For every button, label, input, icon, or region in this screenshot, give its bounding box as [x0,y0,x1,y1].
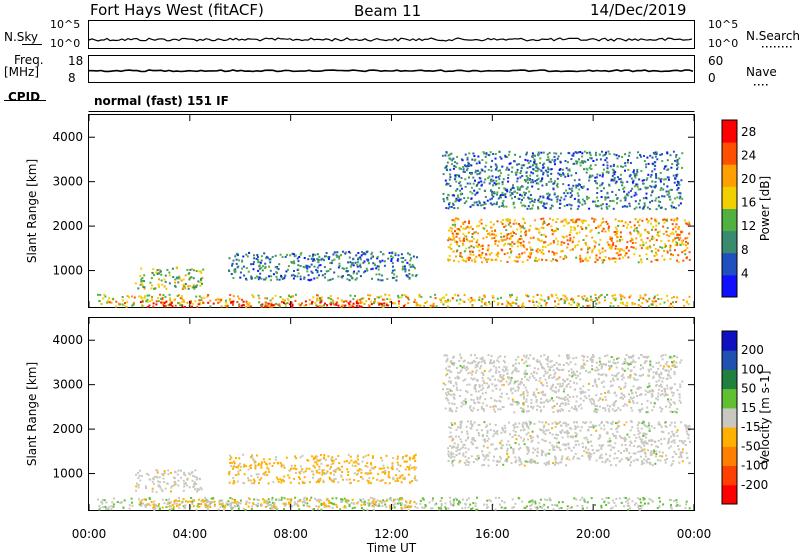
colorbar-label: Power [dB] [758,176,772,241]
nsearch-label: N.Search [746,29,800,43]
x-tick-label: 16:00 [475,527,510,541]
nave-dots [754,84,768,86]
colorbar-segment [722,142,737,165]
colorbar-segment [722,274,737,298]
x-tick-label: 04:00 [173,527,208,541]
data-region [441,150,684,211]
colorbar-tick-label: -200 [741,478,768,492]
cpid-text: normal (fast) 151 IF [94,94,229,108]
y-tick-label: 3000 [52,175,83,189]
freq-trace [88,69,694,73]
colorbar-tick-label: 4 [741,266,749,280]
colorbar-segment [722,388,737,409]
colorbar-tick-label: 20 [741,172,756,186]
date-label: 14/Dec/2019 [590,1,687,19]
y-tick-label: 4000 [52,130,83,144]
freq-tick-high: 18 [68,54,84,68]
freq-unit: [MHz] [4,65,40,79]
freq-tick-low: 8 [68,71,76,85]
colorbar-segment [722,120,737,143]
x-tick-label: 00:00 [72,527,107,541]
nsearch-dots [762,46,792,48]
nsearch-tick-low: 10^0 [708,37,739,50]
y-tick-label: 2000 [52,219,83,233]
freq-label: Freq. [14,53,44,67]
y-tick-label: 1000 [52,264,83,278]
x-tick-label: 12:00 [374,527,409,541]
data-region [442,353,684,414]
colorbar-tick-label: 15 [741,401,756,415]
velocity-colorbar [721,330,738,505]
power-colorbar [721,119,738,298]
x-tick-label: 20:00 [576,527,611,541]
velocity-panel-frame [88,317,695,511]
colorbar-tick-label: -15 [741,420,761,434]
nave-tick-high: 60 [708,54,724,68]
nave-tick-low: 0 [708,71,716,85]
velocity-heatmap [97,353,691,512]
y-axis-label: Slant Range [km] [25,362,39,466]
y-tick-label: 2000 [52,422,83,436]
data-region [447,217,691,264]
colorbar-tick-label: -100 [741,459,768,473]
colorbar-segment [722,369,737,390]
colorbar-segment [722,484,737,505]
colorbar-segment [722,427,737,447]
colorbar-segment [722,446,737,466]
colorbar-frame [721,330,738,505]
nsky-label: N.Sky [4,30,39,44]
colorbar-segment [722,465,737,486]
power-heatmap [97,150,691,309]
colorbar-segment [722,164,737,187]
y-tick-label: 1000 [52,467,83,481]
colorbar-tick-label: 8 [741,243,749,257]
colorbar-tick-label: 16 [741,196,756,210]
x-tick-label: 08:00 [273,527,308,541]
colorbar-tick-label: 200 [741,343,764,357]
colorbar-tick-label: 12 [741,219,756,233]
data-region [135,469,203,494]
data-region [447,420,691,467]
beam-label: Beam 11 [354,2,422,20]
station-title: Fort Hays West (fitACF) [90,1,264,19]
colorbar-segment [722,350,737,370]
data-region [139,498,419,509]
colorbar-tick-label: 100 [741,362,764,376]
y-axis-label: Slant Range [km] [25,159,39,263]
colorbar-segment [722,230,737,254]
freq-panel-frame [88,55,695,83]
colorbar-tick-label: 24 [741,148,756,162]
y-tick-label: 3000 [52,378,83,392]
data-region [134,266,205,290]
data-region [97,496,691,512]
colorbar-tick-label: 50 [741,382,756,396]
colorbar-segment [722,331,737,351]
power-panel-frame [88,114,695,308]
colorbar-segment [722,186,737,209]
data-region [97,293,691,309]
data-region [228,250,418,282]
nsky-panel-frame [88,20,695,49]
nsky-tick-high: 10^5 [50,18,81,31]
nsearch-tick-high: 10^5 [708,18,739,31]
nsky-trace [88,37,693,42]
nave-label: Nave [746,65,777,79]
y-tick-label: 4000 [52,333,83,347]
colorbar-segment [722,407,737,428]
colorbar-segment [722,252,737,276]
colorbar-segment [722,208,737,232]
colorbar-frame [721,119,738,298]
nsky-tick-low: 10^0 [50,37,81,50]
colorbar-label: Velocity [m s-1] [758,371,772,465]
data-region [227,453,418,485]
x-axis-label: Time UT [366,541,417,554]
x-tick-label: 00:00 [677,527,712,541]
colorbar-tick-label: -50 [741,439,761,453]
colorbar-tick-label: 28 [741,125,756,139]
